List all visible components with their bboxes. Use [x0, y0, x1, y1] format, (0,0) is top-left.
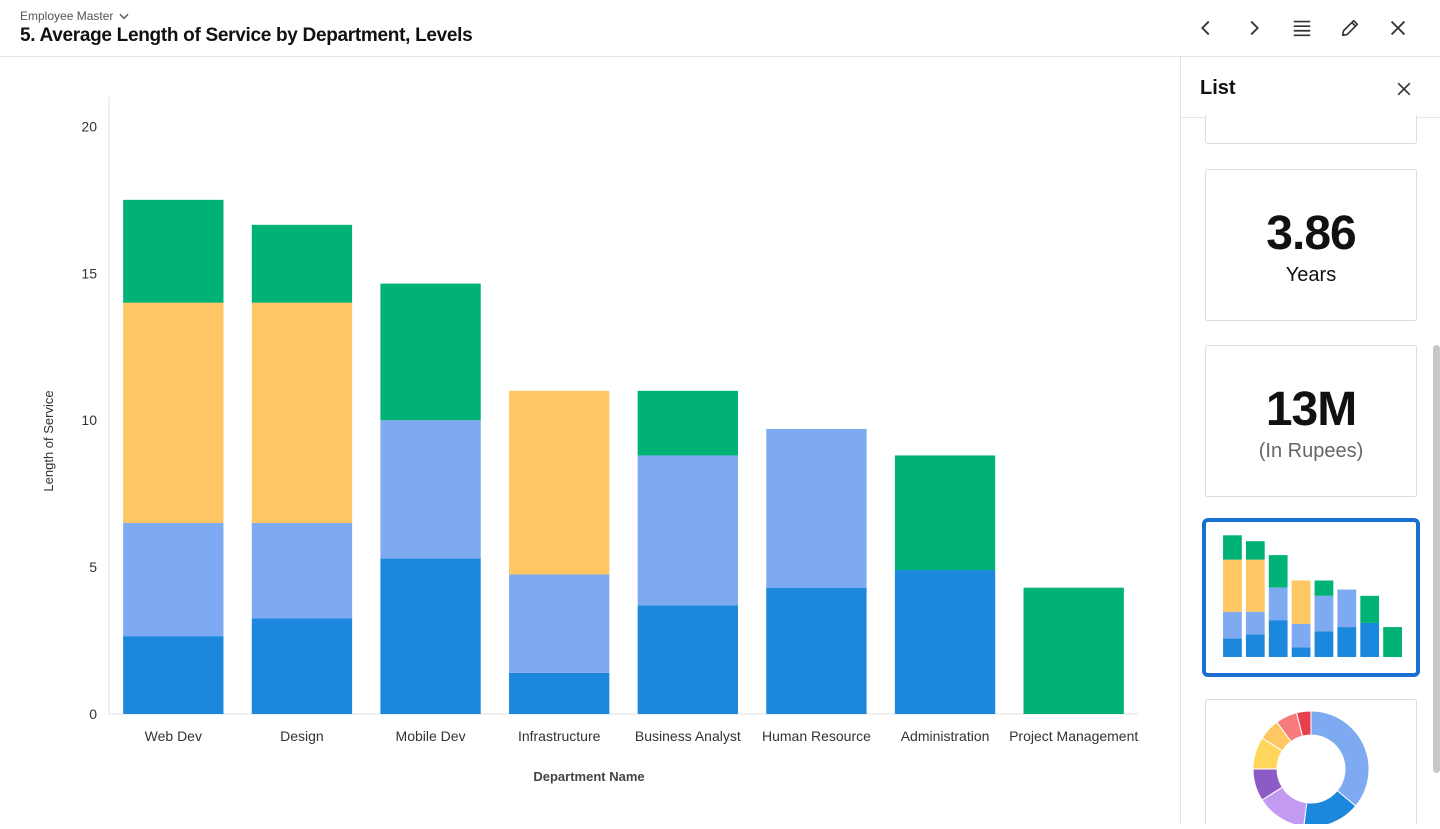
donut-slice [1310, 710, 1370, 807]
kpi-value: 3.86 [1266, 207, 1356, 260]
bar-segment[interactable] [1023, 587, 1124, 714]
mini-bar-segment [1223, 638, 1242, 657]
mini-bar-segment [1223, 559, 1242, 612]
bar-segment[interactable] [380, 420, 481, 559]
mini-bar-segment [1245, 634, 1265, 657]
bar-segment[interactable] [123, 302, 224, 524]
panel-title: List [1200, 77, 1236, 99]
x-tick-label: Design [280, 728, 324, 744]
close-button[interactable] [1382, 12, 1414, 44]
kpi-unit: (In Rupees) [1258, 440, 1364, 462]
mini-bar-segment [1360, 622, 1380, 657]
bar-segment[interactable] [123, 636, 224, 714]
x-tick-label: Human Resource [762, 728, 871, 744]
y-tick-label: 0 [89, 706, 97, 722]
bar-segment[interactable] [509, 390, 610, 575]
next-button[interactable] [1238, 12, 1270, 44]
breadcrumb-label: Employee Master [20, 9, 114, 23]
mini-bar-segment [1337, 589, 1357, 628]
mini-bar-segment [1245, 541, 1265, 560]
list-icon [1293, 20, 1311, 37]
bar-segment[interactable] [251, 618, 353, 714]
donut-slice [1295, 710, 1312, 737]
kpi-unit: Years [1285, 264, 1337, 286]
bar-segment[interactable] [894, 570, 996, 714]
list-card-partial[interactable] [1205, 115, 1417, 144]
list-card-years[interactable]: 3.86 Years [1205, 169, 1417, 321]
panel-header: List [1181, 57, 1440, 118]
mini-bar-chart-thumbnail [1223, 535, 1402, 657]
bar-segment[interactable] [251, 523, 353, 619]
donut-chart-thumbnail [1252, 710, 1370, 824]
chevron-right-icon [1250, 20, 1259, 36]
bar-segment[interactable] [766, 587, 867, 714]
page-title: 5. Average Length of Service by Departme… [20, 25, 473, 46]
mini-bar-segment [1291, 623, 1311, 648]
bar-segment[interactable] [380, 283, 481, 421]
list-card-rupees[interactable]: 13M (In Rupees) [1205, 345, 1417, 497]
bar-segment[interactable] [123, 523, 224, 637]
mini-bar-segment [1360, 595, 1380, 623]
mini-bar-segment [1223, 535, 1242, 560]
y-tick-label: 15 [81, 265, 97, 281]
mini-bar-segment [1314, 631, 1334, 657]
x-tick-label: Web Dev [145, 728, 202, 744]
close-icon [1390, 20, 1406, 36]
y-tick-label: 5 [89, 559, 97, 575]
bar-segment[interactable] [509, 574, 610, 673]
mini-bar-segment [1337, 627, 1357, 657]
x-tick-label: Business Analyst [635, 728, 741, 744]
x-tick-label: Mobile Dev [396, 728, 466, 744]
chevron-down-icon [119, 13, 129, 20]
bar-segment[interactable] [509, 672, 610, 714]
bar-segment[interactable] [251, 224, 353, 303]
mini-bar-segment [1314, 580, 1334, 596]
pencil-icon [1341, 19, 1359, 37]
bar-segment[interactable] [637, 390, 738, 456]
donut-slice [1303, 789, 1357, 824]
chevron-left-icon [1201, 20, 1210, 36]
bar-segment[interactable] [894, 455, 996, 571]
mini-bar-segment [1268, 587, 1288, 621]
panel-scrollbar-thumb[interactable] [1433, 345, 1440, 773]
y-tick-label: 20 [81, 118, 97, 134]
x-tick-label: Infrastructure [518, 728, 601, 744]
mini-bar-segment [1223, 611, 1242, 639]
previous-button[interactable] [1190, 12, 1222, 44]
list-card-bar-chart[interactable] [1202, 518, 1420, 677]
bar-segment[interactable] [637, 455, 738, 606]
stacked-bar-chart: 0 5 10 15 20 Web Dev Design Mobile Dev Infrastr… [41, 97, 1138, 784]
list-panel: List 3.86 Years 13M (In Rupees) [1180, 57, 1440, 824]
panel-close-button[interactable] [1391, 76, 1417, 102]
y-axis-title: Length of Service [41, 390, 56, 491]
mini-bar-segment [1268, 620, 1288, 657]
mini-bar-segment [1245, 559, 1265, 612]
x-tick-label: Administration [901, 728, 990, 744]
y-tick-label: 10 [81, 412, 97, 428]
edit-button[interactable] [1334, 12, 1366, 44]
mini-bar-segment [1291, 580, 1311, 624]
mini-bar-segment [1245, 611, 1265, 635]
kpi-value: 13M [1265, 383, 1357, 436]
x-axis-title: Department Name [533, 769, 644, 784]
bar-segment[interactable] [251, 302, 353, 524]
list-card-donut[interactable] [1205, 699, 1417, 824]
bar-segment[interactable] [766, 429, 867, 588]
close-icon [1397, 82, 1411, 96]
list-button[interactable] [1286, 12, 1318, 44]
chart-area: 0 5 10 15 20 Web Dev Design Mobile Dev Infrastr… [0, 57, 1180, 824]
bar-segment[interactable] [380, 558, 481, 714]
breadcrumb[interactable]: Employee Master [20, 9, 131, 23]
x-tick-label: Project Management [1009, 728, 1138, 744]
bar-segment[interactable] [123, 199, 224, 303]
mini-bar-segment [1268, 555, 1288, 588]
mini-bar-segment [1383, 627, 1402, 657]
header: Employee Master 5. Average Length of Ser… [0, 0, 1440, 57]
mini-bar-segment [1291, 647, 1311, 657]
bar-segment[interactable] [637, 605, 738, 714]
mini-bar-segment [1314, 595, 1334, 632]
